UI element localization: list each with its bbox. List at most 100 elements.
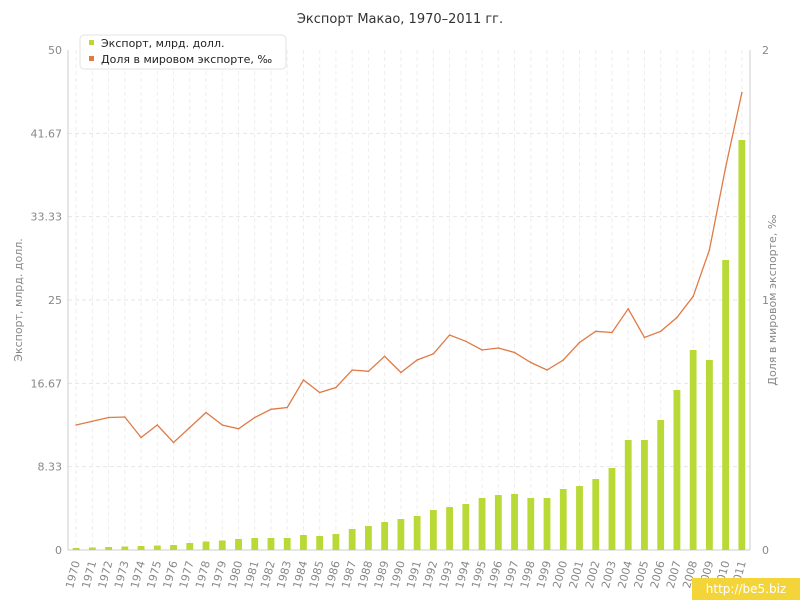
bar-series [72,140,746,550]
bar [559,489,567,550]
bar [251,538,259,550]
share-point [335,386,337,389]
bar [364,526,372,550]
share-point [188,426,191,429]
chart-title: Экспорт Макао, 1970–2011 гг. [297,12,503,27]
share-point [529,361,532,364]
bar [72,548,80,550]
share-point [741,91,743,94]
legend: Экспорт, млрд. долл. Доля в мировом эксп… [79,34,287,70]
axes [67,50,751,551]
share-point [562,359,565,361]
y-tick-label: 50 [48,44,62,57]
bar [316,536,324,550]
bar [332,534,340,550]
bar [543,498,551,550]
share-point [676,316,678,319]
bar [705,360,713,550]
share-point [627,307,630,310]
share-point [205,411,207,414]
share-point [513,351,516,354]
bar [462,504,470,550]
share-point [692,295,694,298]
bar [641,440,648,550]
share-point [594,330,597,333]
y-axis-title-left: Экспорт, млрд. долл. [12,238,25,361]
bar [657,420,665,550]
bar [235,539,242,550]
share-point [107,416,110,419]
share-point [465,340,467,343]
watermark[interactable]: http://be5.biz [692,578,800,600]
share-point [91,420,94,423]
bar [511,494,518,550]
bar [738,140,746,550]
share-point [578,341,581,344]
bar [608,468,616,550]
legend-swatch-exports [89,40,94,45]
bar [576,486,583,550]
share-point [75,424,77,426]
share-point [708,249,711,251]
legend-swatch-share [89,56,94,61]
share-point [318,391,321,394]
bar [186,543,194,550]
bar [689,350,697,550]
bar [413,516,421,550]
legend-box [79,34,287,70]
share-point [124,416,126,418]
bar [300,535,307,550]
share-point [140,436,142,439]
share-point [643,336,646,339]
bar [153,545,161,550]
y-tick-label: 33.33 [31,211,63,224]
share-point [253,416,256,419]
legend-label-share: Доля в мировом экспорте, ‰ [101,53,272,66]
bar [170,545,177,550]
y2-tick-label: 0 [762,544,769,557]
share-point [448,334,451,336]
bar [218,540,226,550]
bar [673,390,681,550]
share-point [286,406,289,409]
share-point [611,331,613,334]
y-tick-label: 16.67 [31,377,63,390]
y2-tick-label: 2 [762,44,769,57]
share-line [75,92,743,444]
share-point [221,424,224,426]
share-point [400,371,402,374]
share-point [270,408,272,411]
bar [478,498,486,550]
share-point [724,166,727,169]
share-point [302,379,305,381]
bar [397,519,405,550]
bar [494,495,502,550]
bar [137,546,145,550]
share-point [546,369,548,371]
bar [381,522,389,550]
bar [202,541,210,550]
bar [267,538,275,550]
share-point [432,352,435,355]
share-point [237,427,240,430]
bar [722,260,730,550]
bar [283,538,291,550]
bar [105,547,113,550]
share-point [351,369,353,371]
y2-tick-label: 1 [762,294,769,307]
bar [88,547,96,550]
bar [446,507,454,550]
share-point [367,370,370,373]
y-tick-label: 0 [55,544,62,557]
line-series [75,91,743,444]
y-tick-label: 41.67 [31,127,63,140]
bar [624,440,632,550]
share-point [416,359,418,361]
legend-label-exports: Экспорт, млрд. долл. [101,37,224,50]
y-tick-label: 25 [48,294,62,307]
bar [348,529,356,550]
share-point [481,349,483,351]
y-axis-title-right: Доля в мировом экспорте, ‰ [766,214,779,385]
share-point [659,330,662,333]
